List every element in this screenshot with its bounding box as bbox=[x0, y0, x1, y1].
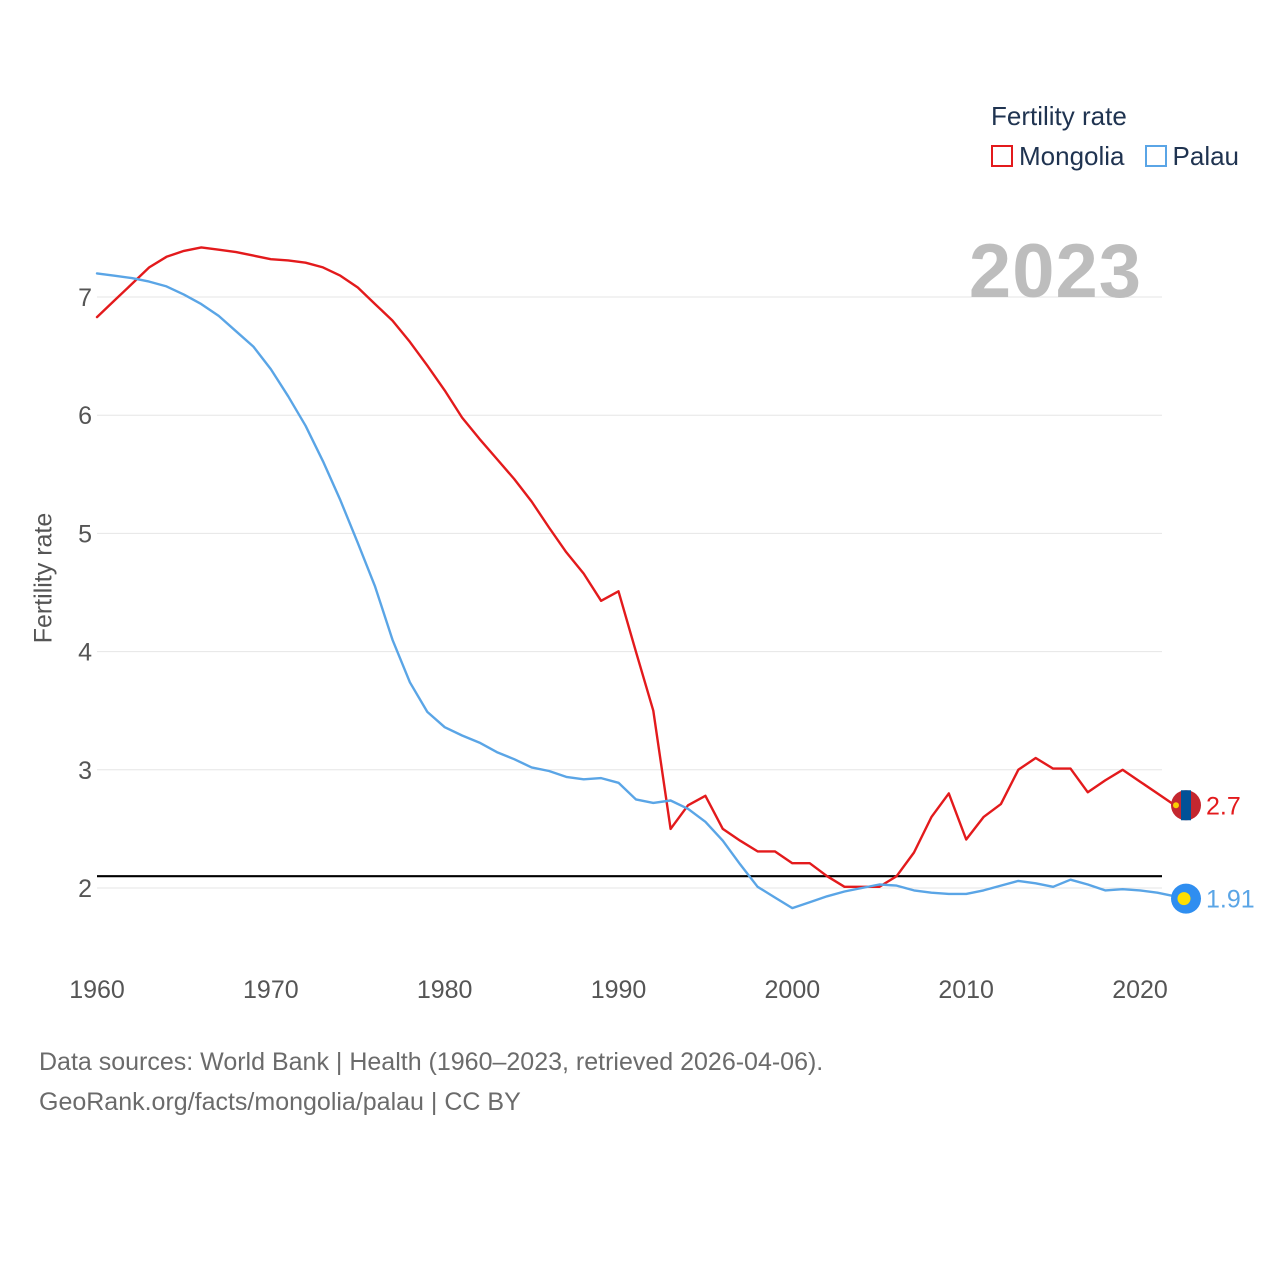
flag-soyombo bbox=[1173, 802, 1179, 809]
y-tick-label: 3 bbox=[78, 757, 92, 785]
y-tick-label: 6 bbox=[78, 402, 92, 430]
y-tick-label: 5 bbox=[78, 520, 92, 548]
legend-label-palau: Palau bbox=[1172, 141, 1240, 171]
x-tick-label: 1990 bbox=[591, 976, 647, 1004]
end-value-label-palau: 1.91 bbox=[1206, 886, 1255, 914]
x-tick-label: 2010 bbox=[938, 976, 994, 1004]
flag-palau-icon bbox=[1171, 883, 1201, 914]
flag-stripe bbox=[1181, 790, 1191, 821]
flag-mongolia-icon bbox=[1171, 790, 1201, 821]
gridlines bbox=[97, 296, 1162, 889]
series-line-palau bbox=[95, 272, 1194, 910]
legend-item-palau[interactable]: Palau bbox=[1144, 140, 1240, 172]
y-tick-label: 7 bbox=[78, 284, 92, 312]
x-tick-label: 1980 bbox=[417, 976, 473, 1004]
series-lines bbox=[95, 246, 1194, 910]
axes: 2 3 4 5 6 7 1960 1970 1980 1990 2000 2010 2020 bbox=[69, 284, 1168, 1004]
end-markers: 2.7 1.91 bbox=[1171, 790, 1255, 914]
x-tick-label: 1960 bbox=[69, 976, 125, 1004]
year-watermark: 2023 bbox=[968, 229, 1142, 314]
legend-swatch-mongolia bbox=[991, 145, 1013, 167]
attribution-text: GeoRank.org/facts/mongolia/palau | CC BY bbox=[39, 1088, 521, 1116]
legend-title: Fertility rate bbox=[991, 101, 1127, 131]
y-tick-label: 4 bbox=[78, 639, 92, 667]
data-source-text: Data sources: World Bank | Health (1960–… bbox=[39, 1048, 824, 1076]
x-tick-label: 2020 bbox=[1112, 976, 1168, 1004]
legend-item-mongolia[interactable]: Mongolia bbox=[991, 140, 1125, 172]
y-tick-label: 2 bbox=[78, 875, 92, 903]
legend-label-mongolia: Mongolia bbox=[1019, 141, 1125, 171]
x-tick-label: 1970 bbox=[243, 976, 299, 1004]
end-value-label-mongolia: 2.7 bbox=[1206, 792, 1241, 820]
y-axis-title: Fertility rate bbox=[29, 512, 58, 644]
series-line-mongolia bbox=[95, 246, 1194, 888]
flag-moon bbox=[1177, 892, 1191, 906]
footer: Data sources: World Bank | Health (1960–… bbox=[39, 1042, 823, 1122]
x-tick-label: 2000 bbox=[765, 976, 821, 1004]
legend: Fertility rate Mongolia Palau bbox=[991, 100, 1259, 172]
legend-swatch-palau bbox=[1144, 145, 1167, 167]
